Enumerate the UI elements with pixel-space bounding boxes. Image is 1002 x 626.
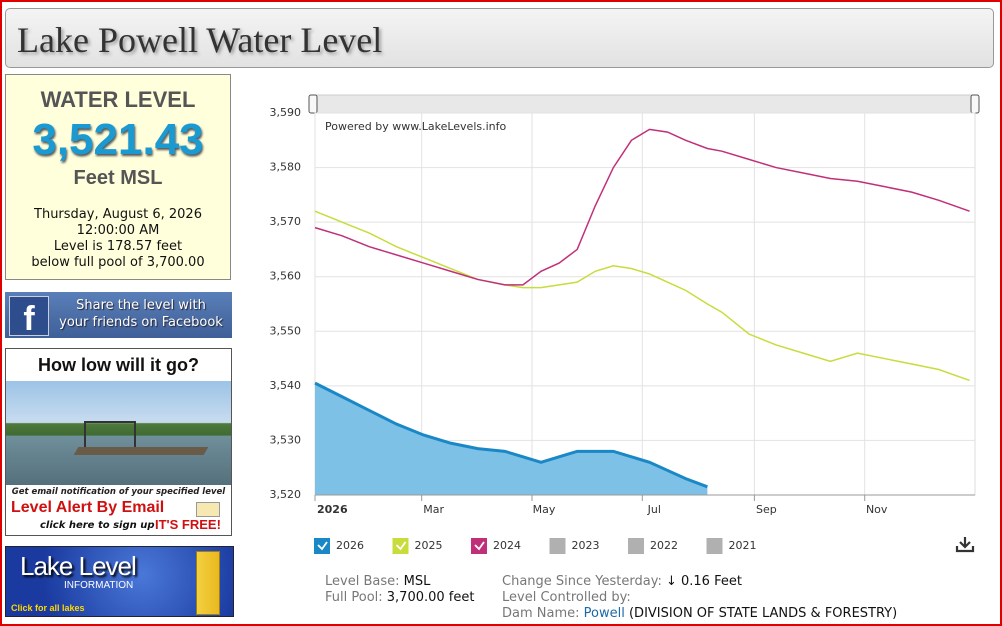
level-date: Thursday, August 6, 2026 [34, 207, 202, 222]
info-left: Level Base: MSL Full Pool: 3,700.00 feet [325, 574, 474, 606]
scroll-handle[interactable] [308, 94, 318, 114]
info-value: ↓ 0.16 Feet [665, 574, 742, 589]
series-line [314, 381, 708, 489]
level-below: below full pool of 3,700.00 [31, 255, 205, 270]
legend-label: 2022 [650, 539, 678, 552]
x-tick-label: Nov [866, 503, 888, 516]
legend-swatch [314, 538, 330, 554]
legend-item[interactable]: 2021 [706, 538, 757, 554]
share-text: your friends on Facebook [59, 315, 223, 330]
info-label: Dam Name: [502, 606, 580, 621]
series-line [314, 210, 970, 382]
banner-title: Lake Level [20, 551, 137, 581]
download-icon[interactable] [955, 537, 975, 553]
chart: Powered by www.LakeLevels.info 3,520 3,53… [270, 94, 980, 554]
info-right: Change Since Yesterday: ↓ 0.16 Feet Leve… [502, 574, 897, 622]
ad-note: Get email notification of your specified… [11, 487, 226, 497]
y-tick-label: 3,520 [270, 488, 302, 501]
level-value: 3,521.43 [32, 115, 204, 164]
series-line [314, 128, 970, 286]
legend-item[interactable]: 2024 [471, 538, 521, 554]
ad-free: IT'S FREE! [155, 517, 221, 532]
level-unit: Feet MSL [73, 167, 163, 189]
info-value: (DIVISION OF STATE LANDS & FORESTRY) [628, 606, 898, 621]
facebook-icon: f [9, 296, 49, 338]
scroll-handle[interactable] [970, 94, 980, 114]
legend-label: 2025 [415, 539, 443, 552]
legend-swatch [392, 538, 409, 554]
alert-ad[interactable]: How low will it go? Get email notificati… [5, 348, 232, 536]
legend-item[interactable]: 2023 [549, 538, 600, 554]
level-below: Level is 178.57 feet [53, 239, 183, 254]
ruler-icon [196, 551, 220, 615]
info-row: Change Since Yesterday: ↓ 0.16 Feet [502, 574, 897, 590]
x-tick-label: Sep [756, 503, 777, 516]
banner-link: Click for all lakes [11, 603, 85, 613]
chart-annotation: Powered by www.LakeLevels.info [325, 120, 507, 133]
water-level-box: WATER LEVEL 3,521.43 Feet MSL Thursday, … [5, 74, 231, 280]
lakes-banner[interactable]: Lake Level INFORMATION Click for all lak… [5, 546, 234, 617]
legend-swatch [549, 538, 566, 554]
ad-headline: Level Alert By Email [11, 499, 165, 516]
y-tick-label: 3,550 [270, 324, 302, 337]
dam-link[interactable]: Powell [583, 606, 625, 621]
info-value: 3,700.00 feet [386, 590, 475, 605]
ad-signup: click here to sign up [40, 520, 155, 531]
dock [73, 447, 209, 455]
y-tick-label: 3,530 [270, 433, 302, 446]
ad-photo [6, 381, 231, 485]
y-tick-label: 3,580 [270, 161, 302, 174]
info-row: Dam Name: Powell (DIVISION OF STATE LAND… [502, 606, 897, 622]
legend-check [317, 541, 328, 551]
level-heading: WATER LEVEL [40, 87, 196, 112]
x-tick-label: Mar [423, 503, 444, 516]
legend-label: 2023 [572, 539, 600, 552]
info-value: MSL [403, 574, 431, 589]
scrollbar[interactable] [311, 94, 979, 114]
share-text: Share the level with [76, 298, 206, 313]
legend-label: 2024 [493, 539, 521, 552]
x-tick-label: May [533, 503, 556, 516]
info-label: Level Controlled by: [502, 590, 631, 605]
legend-item[interactable]: 2025 [392, 538, 443, 554]
info-label: Change Since Yesterday: [502, 574, 662, 589]
level-time: 12:00:00 AM [76, 223, 160, 238]
info-row: Level Base: MSL [325, 574, 474, 590]
info-label: Full Pool: [325, 590, 383, 605]
y-tick-label: 3,570 [270, 215, 302, 228]
page-title: Lake Powell Water Level [17, 20, 383, 60]
legend-label: 2026 [336, 539, 364, 552]
y-tick-label: 3,560 [270, 270, 302, 283]
legend-swatch [628, 538, 644, 554]
y-tick-label: 3,540 [270, 379, 302, 392]
x-tick-label: 2026 [317, 503, 348, 516]
legend-check [474, 541, 485, 551]
legend-item[interactable]: 2022 [628, 538, 678, 554]
legend-check [395, 541, 407, 551]
info-label: Level Base: [325, 574, 400, 589]
banner-subtitle: INFORMATION [64, 580, 134, 591]
info-row: Full Pool: 3,700.00 feet [325, 590, 474, 606]
dock-roof [84, 421, 136, 449]
y-tick-label: 3,590 [270, 106, 302, 119]
area [315, 383, 708, 495]
envelope-icon [196, 502, 220, 517]
legend-label: 2021 [729, 539, 757, 552]
legend-swatch [706, 538, 723, 554]
facebook-share[interactable]: f Share the level with your friends on F… [5, 292, 232, 338]
legend-swatch [471, 538, 487, 554]
legend-item[interactable]: 2026 [314, 538, 364, 554]
download-arrow [955, 537, 975, 553]
header: Lake Powell Water Level [5, 8, 994, 68]
ad-title: How low will it go? [38, 355, 199, 375]
x-tick-label: Jul [647, 503, 661, 516]
